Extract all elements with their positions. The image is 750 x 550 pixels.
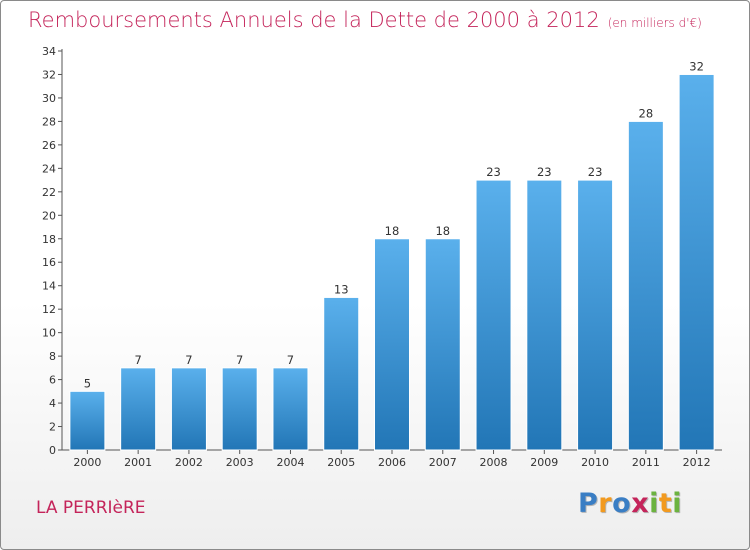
logo-letter: i bbox=[672, 488, 683, 519]
chart-title: Remboursements Annuels de la Dette de 20… bbox=[28, 8, 702, 32]
logo-letter: o bbox=[612, 488, 632, 519]
bar bbox=[120, 367, 157, 451]
bar bbox=[627, 120, 664, 451]
y-tick-label: 16 bbox=[42, 256, 56, 269]
bar-value-label: 7 bbox=[236, 353, 243, 367]
x-tick-label: 2011 bbox=[632, 456, 660, 469]
x-tick-label: 2005 bbox=[327, 456, 355, 469]
bar bbox=[577, 179, 614, 451]
bar bbox=[69, 390, 106, 451]
y-tick-label: 18 bbox=[42, 233, 56, 246]
y-tick-label: 4 bbox=[49, 397, 56, 410]
x-tick-label: 2012 bbox=[683, 456, 711, 469]
y-tick-label: 22 bbox=[42, 186, 56, 199]
title-unit: (en milliers d'€) bbox=[607, 16, 702, 30]
x-tick-label: 2010 bbox=[581, 456, 609, 469]
bar bbox=[475, 179, 512, 451]
y-tick-label: 20 bbox=[42, 209, 56, 222]
x-tick-label: 2004 bbox=[276, 456, 304, 469]
y-tick-label: 0 bbox=[49, 444, 56, 457]
bar-value-label: 18 bbox=[435, 224, 450, 238]
x-tick-label: 2007 bbox=[429, 456, 457, 469]
y-tick-label: 14 bbox=[42, 280, 56, 293]
bar bbox=[272, 367, 309, 451]
x-tick-label: 2009 bbox=[530, 456, 558, 469]
y-tick-label: 10 bbox=[42, 327, 56, 340]
y-tick-label: 26 bbox=[42, 139, 56, 152]
bar-value-label: 23 bbox=[537, 165, 552, 179]
y-tick-label: 30 bbox=[42, 92, 56, 105]
y-tick-label: 28 bbox=[42, 115, 56, 128]
bar bbox=[678, 73, 715, 451]
bar-value-label: 32 bbox=[689, 59, 704, 73]
bar bbox=[424, 238, 461, 451]
x-tick-label: 2006 bbox=[378, 456, 406, 469]
x-tick-label: 2001 bbox=[124, 456, 152, 469]
logo-letter: t bbox=[658, 488, 673, 519]
bar-value-label: 23 bbox=[588, 165, 603, 179]
bar-value-label: 13 bbox=[334, 282, 349, 296]
x-tick-label: 2002 bbox=[175, 456, 203, 469]
logo-letter: r bbox=[598, 488, 613, 519]
title-text: Remboursements Annuels de la Dette de 20… bbox=[28, 8, 600, 32]
y-tick-label: 8 bbox=[49, 350, 56, 363]
bar-value-label: 7 bbox=[185, 353, 192, 367]
y-tick-label: 32 bbox=[42, 68, 56, 81]
bar bbox=[374, 238, 410, 451]
y-tick-label: 2 bbox=[49, 421, 56, 434]
x-tick-label: 2003 bbox=[226, 456, 254, 469]
bar bbox=[221, 367, 258, 451]
y-tick-label: 6 bbox=[49, 374, 56, 387]
logo-letter: P bbox=[578, 488, 599, 519]
x-tick-label: 2000 bbox=[73, 456, 101, 469]
y-tick-label: 34 bbox=[42, 45, 56, 58]
bar-value-label: 7 bbox=[287, 353, 294, 367]
bar bbox=[323, 296, 360, 451]
bar-value-label: 28 bbox=[639, 106, 654, 120]
bar-value-label: 5 bbox=[84, 376, 91, 390]
bar bbox=[170, 367, 207, 451]
y-tick-label: 24 bbox=[42, 162, 56, 175]
logo-letter: x bbox=[631, 488, 650, 519]
y-tick-label: 12 bbox=[42, 303, 56, 316]
x-tick-label: 2008 bbox=[480, 456, 508, 469]
bar-value-label: 7 bbox=[134, 353, 141, 367]
logo-letter: i bbox=[649, 488, 659, 519]
bar bbox=[526, 179, 563, 451]
proxiti-logo: Proxiti bbox=[578, 488, 682, 519]
commune-name: LA PERRIèRE bbox=[36, 498, 146, 518]
bar-value-label: 23 bbox=[486, 165, 501, 179]
bar-value-label: 18 bbox=[385, 224, 400, 238]
